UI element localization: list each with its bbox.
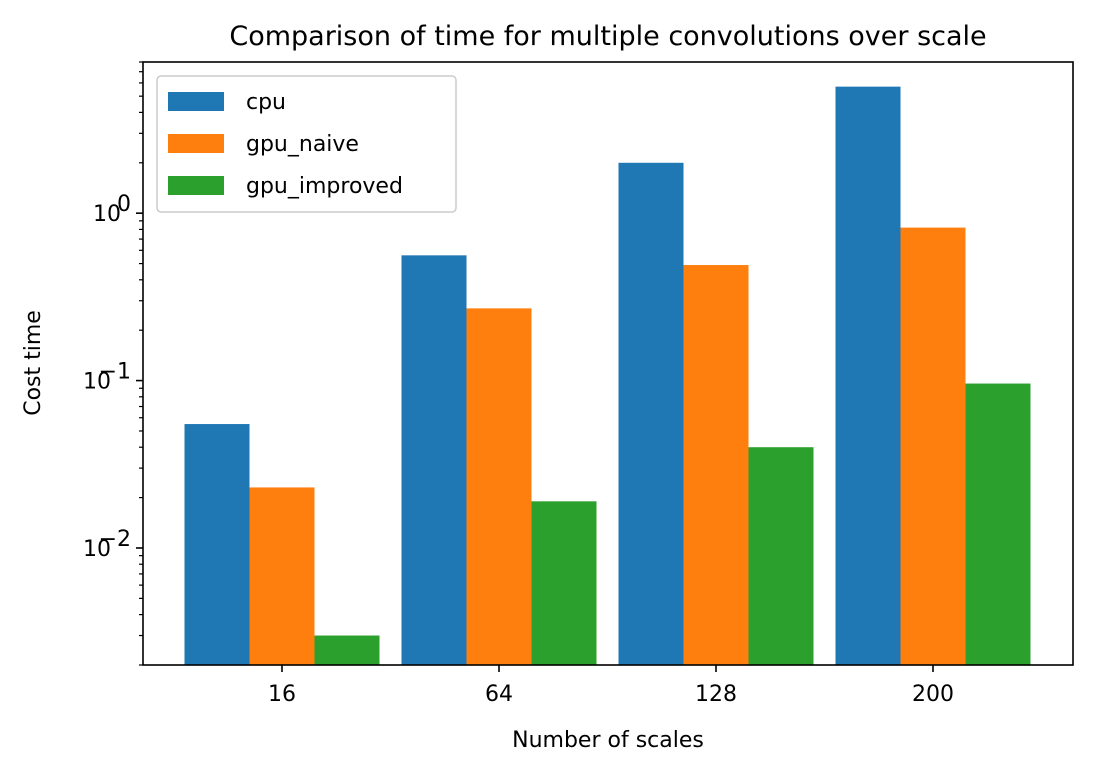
x-tick-label: 200 <box>912 682 954 707</box>
legend-swatch-gpu_improved <box>168 176 224 195</box>
x-tick-label: 16 <box>268 682 296 707</box>
y-axis-title: Cost time <box>21 310 46 416</box>
bar-cpu-16 <box>184 424 250 665</box>
x-axis-ticks: 16 64 128 200 <box>268 665 954 707</box>
legend-swatch-gpu_naive <box>168 134 224 153</box>
legend-label-gpu_naive: gpu_naive <box>246 132 359 157</box>
legend-frame <box>156 75 457 213</box>
bar-gpu_naive-128 <box>683 265 749 665</box>
y-tick-exponent: −1 <box>99 360 131 385</box>
bar-gpu_improved-16 <box>314 635 380 665</box>
x-axis-title: Number of scales <box>512 728 704 753</box>
bar-gpu_improved-128 <box>748 447 814 665</box>
bar-gpu_improved-64 <box>531 501 597 665</box>
y-tick-exponent: 0 <box>117 192 131 217</box>
bar-gpu_improved-200 <box>965 383 1031 665</box>
legend-label-cpu: cpu <box>246 90 286 115</box>
x-tick-label: 128 <box>695 682 737 707</box>
bar-cpu-64 <box>401 255 467 665</box>
plot-frame <box>142 61 1074 666</box>
y-tick-exponent: −2 <box>99 527 131 552</box>
bars-group <box>184 86 1031 666</box>
bar-cpu-200 <box>835 86 901 666</box>
bar-cpu-128 <box>618 162 684 666</box>
legend-swatch-cpu <box>168 92 224 111</box>
legend: cpu gpu_naive gpu_improved <box>156 75 457 213</box>
y-tick-label: 10 <box>93 202 121 227</box>
y-tick-label: 10 <box>83 370 111 395</box>
chart-title: Comparison of time for multiple convolut… <box>229 21 986 52</box>
legend-label-gpu_improved: gpu_improved <box>246 174 403 199</box>
y-tick-label: 10 <box>83 537 111 562</box>
bar-gpu_naive-200 <box>900 227 966 665</box>
bar-gpu_naive-16 <box>249 487 315 665</box>
bar-gpu_naive-64 <box>466 308 532 665</box>
x-tick-label: 64 <box>485 682 513 707</box>
